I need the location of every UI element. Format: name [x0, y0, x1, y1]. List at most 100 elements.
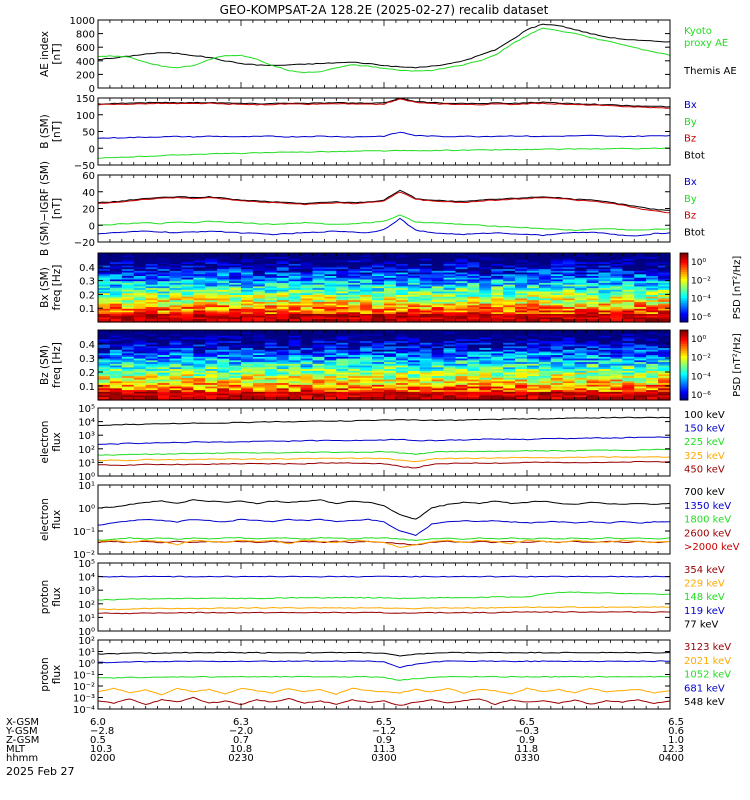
spectrogram-cell — [431, 259, 445, 263]
spectrogram-cell — [109, 320, 123, 323]
spectrogram-cell — [562, 266, 576, 270]
spectrogram-cell — [658, 366, 671, 370]
spectrogram-cell — [217, 368, 230, 371]
spectrogram-cell — [109, 303, 123, 306]
spectrogram-cell — [586, 393, 600, 396]
spectrogram-cell — [574, 296, 588, 299]
spectrogram-cell — [157, 299, 171, 302]
spectrogram-cell — [395, 254, 409, 258]
spectrogram-cell — [288, 361, 302, 364]
spectrogram-cell — [395, 303, 409, 306]
spectrogram-cell — [515, 372, 528, 375]
spectrogram-cell — [443, 258, 457, 261]
spectrogram-cell — [634, 253, 647, 256]
spectrogram-cell — [205, 398, 218, 401]
spectrogram-cell — [181, 277, 194, 280]
spectrogram-cell — [169, 356, 183, 359]
spectrogram-cell — [586, 308, 600, 311]
spectrogram-cell — [360, 266, 373, 270]
spectrogram-cell — [372, 379, 385, 382]
spectrogram-cell — [550, 289, 564, 292]
spectrogram-cell — [300, 389, 314, 392]
spectrogram-cell — [443, 301, 457, 304]
spectrogram-cell — [252, 299, 266, 302]
spectrogram-cell — [467, 349, 480, 352]
spectrogram-cell — [598, 320, 612, 323]
spectrogram-cell — [515, 309, 528, 313]
spectrogram-cell — [181, 318, 194, 321]
spectrogram-cell — [467, 380, 480, 384]
legend-entry: 148 keV — [684, 592, 725, 603]
spectrogram-cell — [384, 349, 397, 352]
spectrogram-cell — [336, 304, 349, 308]
spectrogram-cell — [646, 259, 659, 263]
spectrogram-cell — [467, 352, 480, 356]
spectrogram-cell — [622, 290, 635, 294]
spectrogram-cell — [646, 261, 659, 264]
spectrogram-cell — [312, 379, 326, 382]
y-axis-label: Bx (SM) — [39, 267, 51, 308]
spectrogram-cell — [395, 373, 409, 377]
spectrogram-cell — [133, 292, 147, 296]
spectrogram-cell — [538, 340, 552, 343]
spectrogram-cell — [372, 306, 385, 309]
spectrogram-cell — [360, 372, 373, 375]
spectrogram-cell — [491, 384, 504, 387]
spectrogram-cell — [634, 254, 647, 258]
spectrogram-cell — [431, 282, 445, 285]
spectrogram-cell — [336, 290, 349, 294]
spectrogram-cell — [229, 347, 242, 350]
spectrogram-cell — [312, 303, 326, 306]
spectrogram-cell — [372, 275, 385, 278]
spectrogram-cell — [407, 284, 421, 287]
spectrogram-cell — [586, 356, 600, 359]
y-tick-label: 0.2 — [79, 290, 95, 301]
spectrogram-cell — [658, 292, 671, 296]
spectrogram-cell — [395, 391, 409, 394]
spectrogram-cell — [205, 389, 218, 392]
spectrogram-cell — [646, 370, 659, 373]
spectrogram-cell — [658, 340, 671, 343]
spectrogram-cell — [109, 261, 123, 264]
spectrogram-cell — [419, 318, 433, 321]
spectrogram-cell — [264, 306, 278, 309]
spectrogram-cell — [109, 313, 123, 316]
spectrogram-cell — [217, 389, 230, 392]
spectrogram-cell — [336, 301, 349, 304]
spectrogram-cell — [586, 320, 600, 323]
spectrogram-cell — [300, 349, 314, 352]
spectrogram-cell — [658, 342, 671, 345]
spectrogram-cell — [598, 359, 612, 363]
spectrogram-cell — [288, 331, 302, 335]
spectrogram-cell — [646, 354, 659, 357]
spectrogram-cell — [169, 333, 183, 336]
spectrogram-cell — [598, 363, 612, 366]
spectrogram-cell — [395, 263, 409, 266]
spectrogram-cell — [121, 331, 135, 335]
spectrogram-cell — [515, 285, 528, 289]
spectrogram-cell — [121, 333, 135, 336]
spectrogram-cell — [109, 344, 123, 347]
spectrogram-cell — [241, 254, 254, 258]
spectrogram-cell — [503, 268, 516, 271]
spectrogram-cell — [407, 375, 421, 378]
spectrogram-cell — [360, 356, 373, 359]
spectrogram-cell — [336, 380, 349, 384]
spectrogram-cell — [479, 365, 492, 368]
spectrogram-cell — [538, 368, 552, 371]
spectrogram-cell — [193, 370, 206, 373]
spectrogram-cell — [407, 316, 421, 320]
spectrogram-cell — [300, 304, 314, 308]
spectrogram-cell — [121, 318, 135, 321]
spectrogram-cell — [384, 365, 397, 368]
spectrogram-cell — [491, 382, 504, 385]
spectrogram-cell — [395, 278, 409, 282]
spectrogram-cell — [491, 393, 504, 396]
spectrogram-cell — [276, 379, 290, 382]
spectrogram-cell — [562, 344, 576, 347]
spectrogram-cell — [610, 342, 623, 345]
legend-entry: 548 keV — [684, 697, 725, 708]
spectrogram-cell — [145, 316, 159, 320]
spectrogram-cell — [407, 373, 421, 377]
spectrogram-cell — [157, 358, 171, 361]
